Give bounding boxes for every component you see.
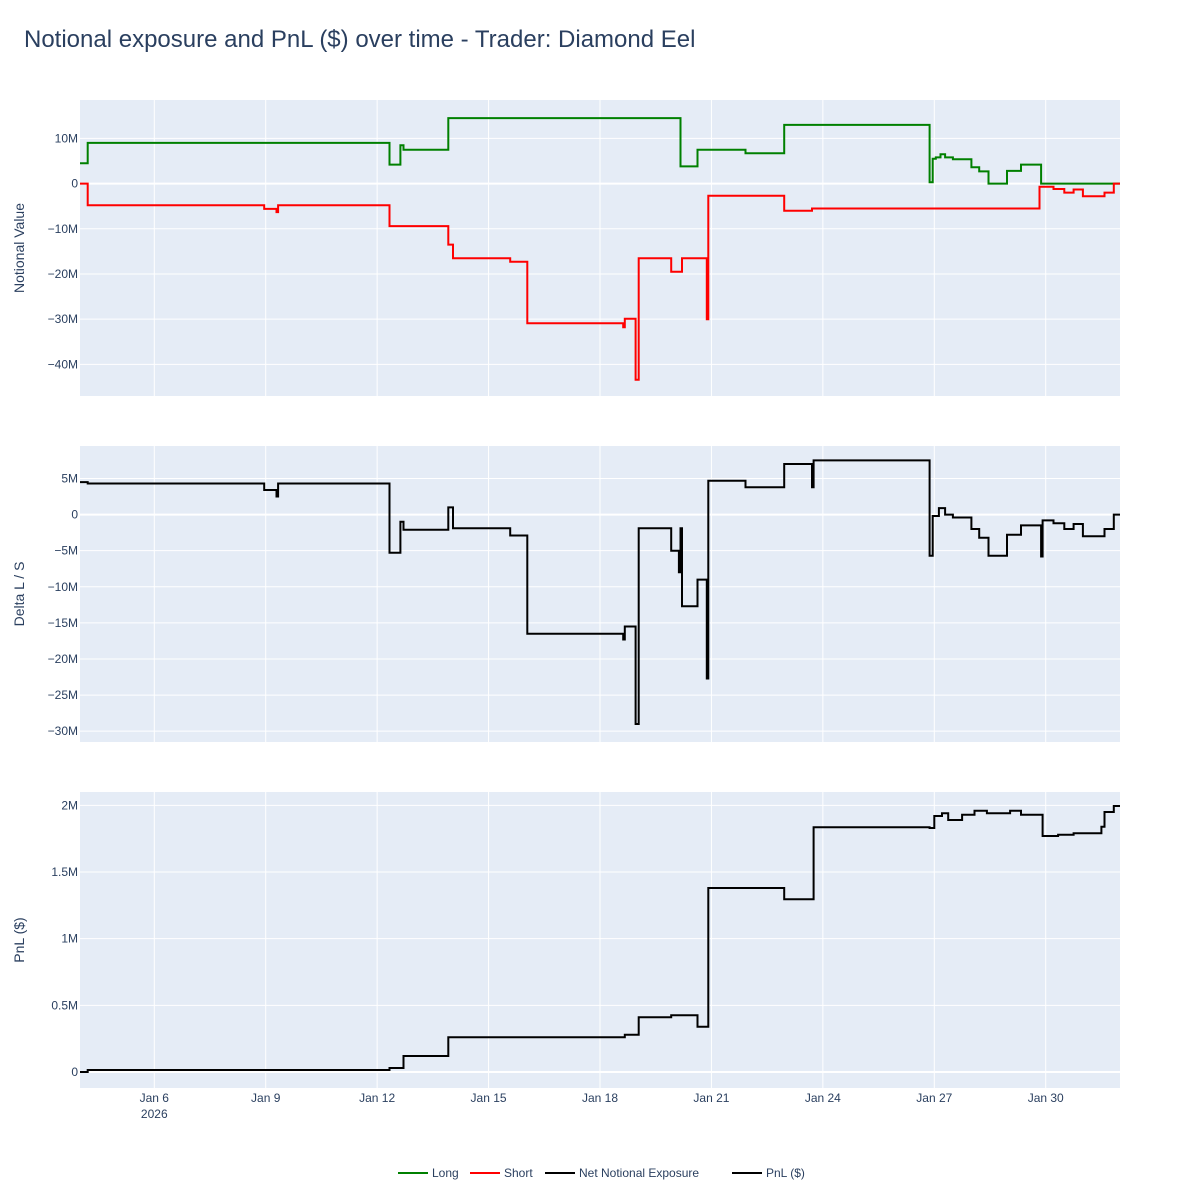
y-tick-label: −20M bbox=[48, 267, 78, 281]
legend-label: PnL ($) bbox=[766, 1166, 805, 1180]
x-tick-label: Jan 12 bbox=[359, 1091, 395, 1105]
subplot-1: 10M 0 −10M −20M −30M −40M Notional Value bbox=[11, 100, 1120, 396]
x-tick-label: Jan 15 bbox=[471, 1091, 507, 1105]
series-line-long bbox=[80, 117, 1120, 185]
subplot-2: 5M 0 −5M −10M −15M −20M −25M −30M Delta L / S bbox=[11, 446, 1120, 742]
x-tick-label: Jan 30 bbox=[1028, 1091, 1064, 1105]
x-tick-label: Jan 6 bbox=[140, 1091, 170, 1105]
x-tick-sublabel: 2026 bbox=[141, 1107, 168, 1121]
subplot-3: 2M 1.5M 1M 0.5M 0 PnL ($) Jan 6 2026 Jan 9 Jan 12… bbox=[11, 792, 1120, 1121]
y-tick-label: 10M bbox=[55, 131, 78, 145]
y-tick-label: 0 bbox=[71, 508, 78, 522]
x-tick-label: Jan 18 bbox=[582, 1091, 618, 1105]
y-tick-label: 0 bbox=[71, 177, 78, 191]
legend-label: Net Notional Exposure bbox=[579, 1166, 699, 1180]
series-line-pnl bbox=[80, 805, 1120, 1073]
y-axis-title: Notional Value bbox=[11, 203, 27, 293]
y-axis-title: Delta L / S bbox=[11, 562, 27, 627]
y-tick-label: −40M bbox=[48, 357, 78, 371]
y-tick-label: 2M bbox=[61, 798, 78, 812]
series-line-short bbox=[80, 182, 1120, 381]
x-tick-label: Jan 21 bbox=[693, 1091, 729, 1105]
y-tick-label: −30M bbox=[48, 724, 78, 738]
legend-item: Net Notional Exposure bbox=[545, 1166, 699, 1180]
legend-label: Short bbox=[504, 1166, 533, 1180]
series-line-net-notional-exposure bbox=[80, 459, 1120, 725]
y-tick-label: 0.5M bbox=[51, 998, 78, 1012]
legend-item: PnL ($) bbox=[732, 1166, 805, 1180]
y-tick-label: −20M bbox=[48, 652, 78, 666]
y-tick-label: −10M bbox=[48, 222, 78, 236]
x-tick-label: Jan 9 bbox=[251, 1091, 281, 1105]
legend-item: Short bbox=[470, 1166, 533, 1180]
x-tick-label: Jan 24 bbox=[805, 1091, 841, 1105]
chart-title: Notional exposure and PnL ($) over time … bbox=[24, 26, 696, 53]
y-tick-label: −25M bbox=[48, 688, 78, 702]
y-tick-label: −30M bbox=[48, 312, 78, 326]
legend: Long Short Net Notional Exposure PnL ($) bbox=[398, 1166, 805, 1180]
y-tick-label: 0 bbox=[71, 1065, 78, 1079]
y-tick-label: 5M bbox=[61, 471, 78, 485]
y-tick-label: −15M bbox=[48, 616, 78, 630]
x-tick-label: Jan 27 bbox=[916, 1091, 952, 1105]
legend-label: Long bbox=[432, 1166, 459, 1180]
y-tick-label: 1.5M bbox=[51, 865, 78, 879]
y-axis-title: PnL ($) bbox=[11, 917, 27, 962]
y-tick-label: −5M bbox=[54, 544, 78, 558]
legend-item: Long bbox=[398, 1166, 459, 1180]
y-tick-label: 1M bbox=[61, 932, 78, 946]
y-tick-label: −10M bbox=[48, 580, 78, 594]
